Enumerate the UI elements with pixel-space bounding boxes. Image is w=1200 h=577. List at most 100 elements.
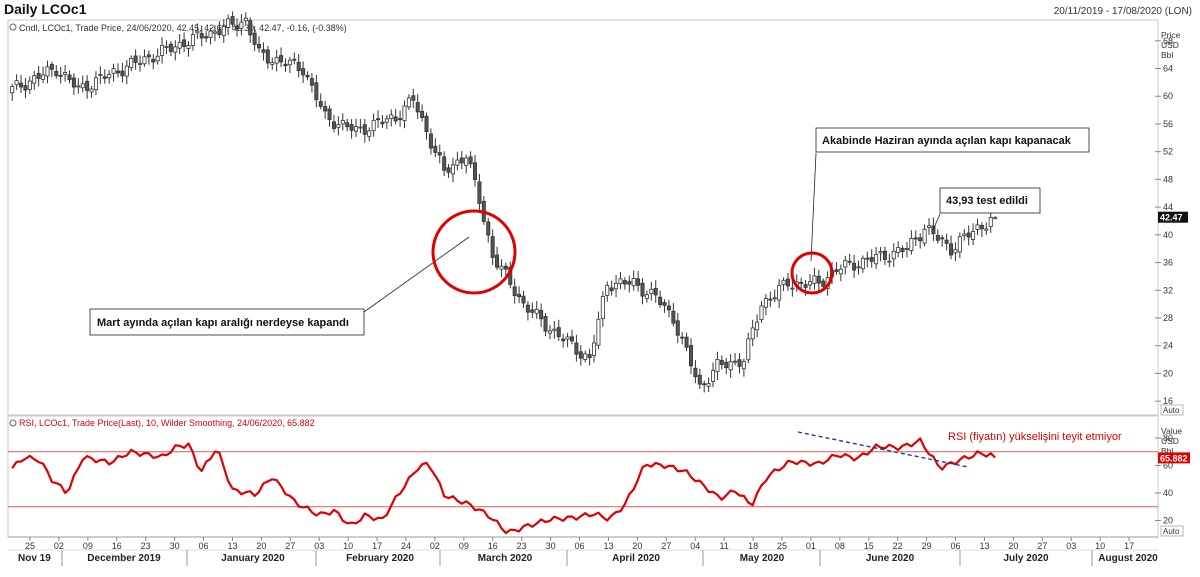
candle <box>900 245 905 258</box>
candle <box>23 78 28 99</box>
candle-body <box>248 20 253 36</box>
candle <box>609 280 614 296</box>
candle-body <box>45 66 50 77</box>
candle-body <box>204 36 209 39</box>
candle-body <box>186 45 191 49</box>
candle <box>706 377 711 392</box>
candle <box>182 32 187 52</box>
candle-body <box>631 278 636 287</box>
candle <box>173 40 178 61</box>
candle-body <box>781 279 786 286</box>
candle <box>195 23 200 39</box>
candle <box>891 243 896 268</box>
candle-body <box>609 287 614 292</box>
rsi-auto-label: Auto <box>1163 527 1180 536</box>
x-tick-label: 30 <box>170 541 180 551</box>
candle <box>309 73 314 93</box>
candle-body <box>93 77 98 91</box>
candle <box>490 229 495 266</box>
candle <box>252 26 257 51</box>
price-tick-label: 64 <box>1163 64 1173 74</box>
candle <box>133 49 138 70</box>
candle-body <box>270 62 275 65</box>
candle-body <box>111 68 116 74</box>
candle <box>327 105 332 127</box>
x-tick-label: 27 <box>285 541 295 551</box>
candle <box>340 113 345 131</box>
candle <box>58 67 63 84</box>
candle-body <box>777 285 782 301</box>
x-tick-label: 10 <box>343 541 353 551</box>
candle-body <box>23 85 28 91</box>
candle-body <box>640 282 645 297</box>
rsi-last-value: 65.882 <box>1160 453 1188 463</box>
chart-header: Daily LCOc1 20/11/2019 - 17/08/2020 (LON… <box>0 0 1200 20</box>
candle-body <box>314 82 319 101</box>
candle <box>279 47 284 68</box>
candle-body <box>287 59 292 66</box>
candle <box>697 368 702 390</box>
x-tick-label: 29 <box>922 541 932 551</box>
candle <box>565 332 570 348</box>
candle <box>371 113 376 137</box>
candle-body <box>975 224 980 230</box>
candle <box>115 63 120 78</box>
candle <box>807 274 812 290</box>
candle <box>499 259 504 277</box>
candle <box>750 319 755 347</box>
candle <box>45 60 50 84</box>
candle-body <box>547 330 552 334</box>
candle <box>922 224 927 247</box>
candle-body <box>115 70 120 74</box>
x-tick-label: 09 <box>83 541 93 551</box>
candle-body <box>393 116 398 122</box>
candle-body <box>715 358 720 373</box>
candle <box>600 291 605 327</box>
candle <box>204 30 209 43</box>
price-tick-label: 56 <box>1163 119 1173 129</box>
candle <box>944 233 949 251</box>
candle-body <box>803 284 808 288</box>
candle-body <box>503 265 508 270</box>
candle-body <box>561 338 566 342</box>
candle-body <box>711 370 716 382</box>
candle-body <box>49 64 54 70</box>
rsi-auto-button[interactable]: Auto <box>1160 525 1184 537</box>
candle <box>71 73 76 96</box>
candle-body <box>32 75 37 84</box>
rsi-annotation: RSI (fiyatın) yükselişini teyit etmiyor <box>948 431 1122 443</box>
candle-body <box>755 321 760 331</box>
candle <box>869 249 874 268</box>
candle-body <box>724 361 729 369</box>
candle-body <box>380 121 385 125</box>
candle-body <box>918 237 923 242</box>
rsi-y-axis: 20 40 60 80 <box>1155 433 1173 526</box>
candle-body <box>450 164 455 175</box>
price-tick-label: 28 <box>1163 313 1173 323</box>
candle-body <box>693 367 698 378</box>
candle <box>737 353 742 374</box>
candle-body <box>971 231 976 240</box>
candle <box>411 88 416 109</box>
candle <box>146 50 151 65</box>
candle-body <box>706 383 711 387</box>
candle-body <box>684 336 689 348</box>
candle-body <box>697 374 702 385</box>
price-auto-button[interactable]: Auto <box>1160 404 1184 416</box>
candle-body <box>816 275 821 284</box>
candle <box>719 355 724 370</box>
x-tick-label: 27 <box>661 541 671 551</box>
candle <box>592 334 597 363</box>
candle-body <box>543 315 548 332</box>
candle <box>755 314 760 338</box>
candle-body <box>940 237 945 240</box>
candle-body <box>666 305 671 311</box>
candle-body <box>587 354 592 359</box>
candle-body <box>155 55 160 62</box>
candle-body <box>988 216 993 227</box>
candle <box>583 350 588 363</box>
candle-body <box>807 281 812 286</box>
candle <box>36 65 41 87</box>
x-month-label: January 2020 <box>221 553 285 564</box>
candle-body <box>89 88 94 93</box>
